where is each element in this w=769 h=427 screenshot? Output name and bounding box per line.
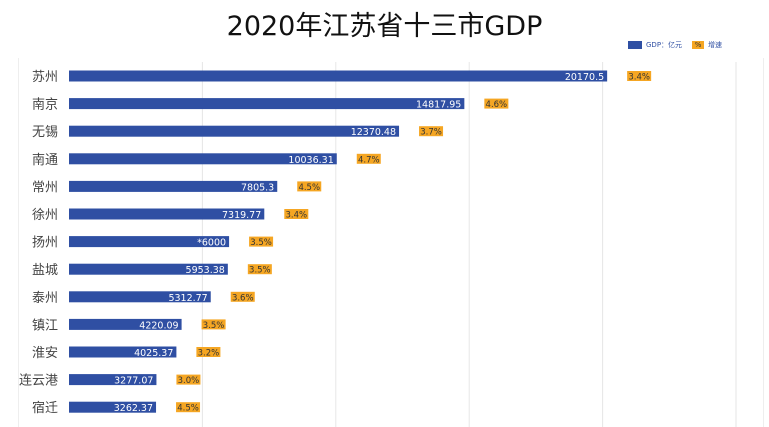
gdp-value-label: 20170.5 [565,72,604,83]
growth-badge [356,153,381,164]
gdp-value-label: *6000 [197,238,226,249]
category-label: 淮安 [32,346,58,361]
category-label: 苏州 [32,69,58,85]
category-label: 泰州 [32,291,58,306]
gdp-value-label: 10036.31 [288,155,333,166]
gdp-value-label: 3262.37 [114,403,153,414]
gdp-bar [69,208,265,220]
category-label: 宿迁 [32,400,58,416]
gdp-bar [69,70,608,82]
gdp-value-label: 3277.07 [114,376,153,387]
gdp-value-label: 5312.77 [168,293,207,304]
growth-badge [419,126,444,137]
growth-badge [176,374,201,385]
growth-label: 4.6% [486,100,508,110]
gdp-value-label: 7805.3 [241,182,274,193]
category-label: 南京 [32,97,58,113]
legend: GDP：亿元 % 增速 [628,40,722,50]
growth-label: 3.5% [250,238,272,248]
category-label: 盐城 [32,263,58,278]
gdp-bar [69,263,228,275]
growth-label: 4.7% [358,155,380,165]
gdp-bar [69,98,465,110]
growth-label: 3.5% [203,321,225,331]
growth-badge [484,98,509,109]
category-label: 常州 [32,180,58,195]
gdp-value-label: 4220.09 [139,320,178,331]
growth-label: 3.0% [178,376,200,386]
chart-frame [18,58,764,427]
growth-label: 3.4% [285,211,307,221]
category-label: 镇江 [32,318,58,333]
growth-label: 3.5% [249,266,271,276]
gdp-value-label: 7319.77 [222,210,261,221]
legend-growth-label: 增速 [708,41,723,49]
gdp-bar [69,125,400,137]
category-label: 南通 [32,152,58,168]
growth-badge [230,291,255,302]
gdp-bar [69,236,230,248]
growth-badge [249,236,274,247]
growth-label: 4.5% [298,183,320,193]
gdp-bar [69,346,177,358]
chart-title: 2020年江苏省十三市GDP [226,11,543,42]
gdp-bar [69,291,211,303]
growth-badge [247,264,272,275]
growth-badge [201,319,226,330]
gdp-value-label: 5953.38 [186,265,225,276]
growth-label: 3.6% [232,293,254,303]
gdp-bar [69,180,278,192]
growth-badge [196,347,221,357]
growth-label: 3.2% [198,349,220,359]
growth-badge [176,402,201,413]
growth-badge [297,181,322,192]
gdp-bar [69,401,157,413]
category-label: 徐州 [32,208,58,223]
gdp-bar [69,374,157,386]
gdp-value-label: 14817.95 [416,100,461,111]
gdp-bar [69,153,337,165]
growth-label: 3.4% [628,73,650,83]
gdp-value-label: 4025.37 [134,348,173,359]
legend-gdp-label: GDP：亿元 [646,41,683,49]
growth-badge [284,209,309,219]
legend-gdp-swatch [628,41,642,49]
category-label: 无锡 [32,125,58,140]
gdp-value-label: 12370.48 [351,127,396,138]
legend-growth-swatch: % [692,41,705,49]
growth-badge [627,71,652,81]
category-label: 扬州 [32,236,58,251]
growth-label: 3.7% [420,128,442,138]
gdp-bar [69,318,182,330]
growth-label: 4.5% [177,404,199,414]
category-label: 连云港 [19,373,58,389]
